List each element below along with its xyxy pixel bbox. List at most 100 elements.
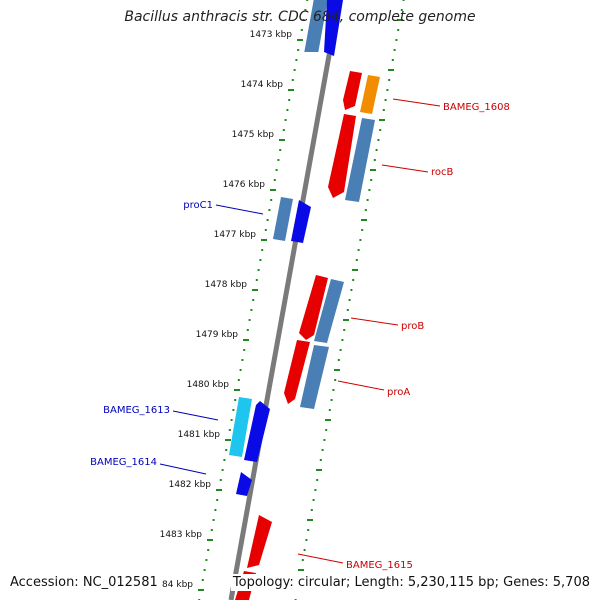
gene-label-proB[interactable]: proB <box>401 321 424 332</box>
left-track-major-tick <box>207 539 213 541</box>
feature-rocB[interactable] <box>328 114 375 202</box>
left-track-minor-tick <box>203 569 206 571</box>
gene-label-BAMEG_1614[interactable]: BAMEG_1614 <box>90 457 157 468</box>
left-track-minor-tick <box>270 199 273 201</box>
left-track-major-tick <box>261 239 267 241</box>
right-track-minor-tick <box>341 339 344 341</box>
left-track-minor-tick <box>300 29 303 31</box>
left-track-minor-tick <box>286 109 289 111</box>
left-track-minor-tick <box>241 359 244 361</box>
right-track-minor-tick <box>370 179 373 181</box>
right-track-minor-tick <box>301 559 304 561</box>
right-track-minor-tick <box>316 479 319 481</box>
right-track-major-tick <box>316 469 322 471</box>
kbp-tick-label: 1478 kbp <box>205 280 248 290</box>
left-track-minor-tick <box>205 559 208 561</box>
left-track-minor-tick <box>214 509 217 511</box>
right-track-minor-tick <box>379 129 382 131</box>
accession-text: Accession: NC_012581 <box>8 574 160 591</box>
kbp-tick-label: 1482 kbp <box>169 480 212 490</box>
left-track-major-tick <box>297 39 303 41</box>
left-track-minor-tick <box>297 49 300 51</box>
left-track-minor-tick <box>277 159 280 161</box>
feature-top-reverse[interactable] <box>304 0 343 56</box>
left-track-major-tick <box>270 189 276 191</box>
right-track-major-tick <box>388 69 394 71</box>
feature-proA[interactable] <box>284 340 329 409</box>
kbp-tick-label: 1480 kbp <box>187 380 230 390</box>
left-track-major-tick <box>234 389 240 391</box>
gene-label-BAMEG_1615[interactable]: BAMEG_1615 <box>346 560 413 571</box>
left-track-minor-tick <box>246 329 249 331</box>
gene-label-BAMEG_1608[interactable]: BAMEG_1608 <box>443 102 510 113</box>
right-track-minor-tick <box>330 399 333 401</box>
right-track-minor-tick <box>375 149 378 151</box>
left-track-major-tick <box>252 289 258 291</box>
left-track-minor-tick <box>252 299 255 301</box>
kbp-tick-label: 1481 kbp <box>178 430 221 440</box>
left-track-minor-tick <box>243 349 246 351</box>
right-track-major-tick <box>397 19 403 21</box>
left-track-minor-tick <box>225 449 228 451</box>
right-track-minor-tick <box>391 59 394 61</box>
right-track-minor-tick <box>323 439 326 441</box>
left-track-minor-tick <box>282 129 285 131</box>
kbp-tick-label: 1475 kbp <box>232 130 275 140</box>
right-tick-track <box>294 0 405 600</box>
left-track-major-tick <box>216 489 222 491</box>
right-track-minor-tick <box>321 449 324 451</box>
left-track-minor-tick <box>223 459 226 461</box>
left-track-major-tick <box>279 139 285 141</box>
right-track-minor-tick <box>377 139 380 141</box>
right-track-minor-tick <box>382 109 385 111</box>
right-track-minor-tick <box>334 379 337 381</box>
left-track-minor-tick <box>219 479 222 481</box>
right-track-minor-tick <box>400 9 403 11</box>
genome-backbone <box>228 0 342 600</box>
right-track-major-tick <box>352 269 358 271</box>
left-track-minor-tick <box>232 409 235 411</box>
right-track-major-tick <box>325 419 331 421</box>
right-track-minor-tick <box>303 549 306 551</box>
gene-label-proC1[interactable]: proC1 <box>183 200 213 211</box>
feature-proB[interactable] <box>299 275 344 343</box>
right-track-major-tick <box>298 569 304 571</box>
right-track-major-tick <box>334 369 340 371</box>
left-track-minor-tick <box>201 579 204 581</box>
feature-proC1-blue-band[interactable] <box>273 197 311 243</box>
feature-BAMEG_1614[interactable] <box>236 472 252 496</box>
left-track-minor-tick <box>261 249 264 251</box>
left-track-minor-tick <box>207 549 210 551</box>
left-track-minor-tick <box>228 429 231 431</box>
right-track-minor-tick <box>332 389 335 391</box>
kbp-tick-label: 1477 kbp <box>214 230 257 240</box>
left-track-minor-tick <box>216 499 219 501</box>
right-track-minor-tick <box>310 509 313 511</box>
right-track-minor-tick <box>352 279 355 281</box>
left-track-minor-tick <box>295 59 298 61</box>
right-track-minor-tick <box>388 79 391 81</box>
right-track-minor-tick <box>366 199 369 201</box>
feature-BAMEG_1608[interactable] <box>343 71 380 114</box>
left-track-minor-tick <box>255 279 258 281</box>
gene-label-proA[interactable]: proA <box>387 387 410 398</box>
left-track-minor-tick <box>288 99 291 101</box>
left-tick-track <box>198 0 309 600</box>
left-track-minor-tick <box>275 169 278 171</box>
left-track-minor-tick <box>239 369 242 371</box>
right-track-minor-tick <box>328 409 331 411</box>
right-track-minor-tick <box>314 489 317 491</box>
feature-BAMEG_1613[interactable] <box>229 397 270 462</box>
right-track-minor-tick <box>305 539 308 541</box>
kbp-tick-label: 1476 kbp <box>223 180 266 190</box>
gene-label-BAMEG_1613[interactable]: BAMEG_1613 <box>103 405 170 416</box>
left-track-minor-tick <box>273 179 276 181</box>
right-track-minor-tick <box>384 99 387 101</box>
right-track-minor-tick <box>402 0 405 1</box>
left-track-minor-tick <box>302 19 305 21</box>
left-track-minor-tick <box>304 9 307 11</box>
kbp-labels: 1473 kbp 1474 kbp 1475 kbp 1476 kbp 1477 kbp… <box>160 30 293 590</box>
gene-label-rocB[interactable]: rocB <box>431 167 454 178</box>
right-track-minor-tick <box>364 209 367 211</box>
